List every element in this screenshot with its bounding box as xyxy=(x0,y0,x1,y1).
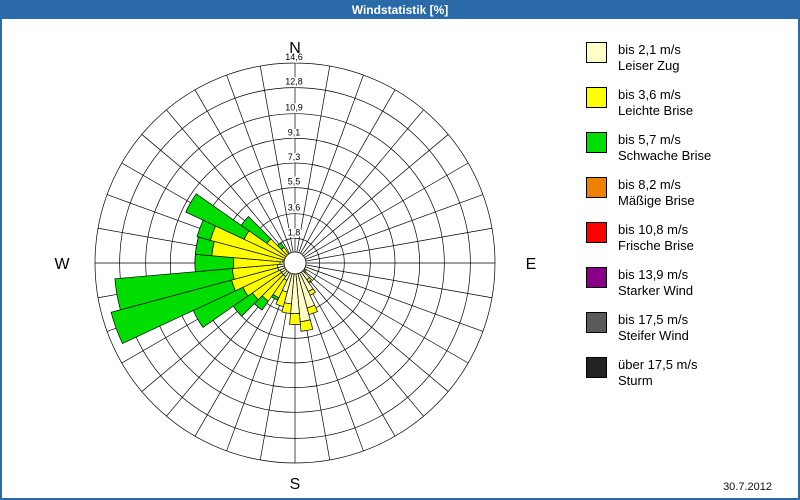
ring-value-label: 3,6 xyxy=(288,203,301,213)
legend-name: Schwache Brise xyxy=(618,148,712,163)
grid-spoke xyxy=(294,109,424,264)
legend-item-leiser-zug: bis 2,1 m/s Leiser Zug xyxy=(586,42,711,74)
grid-spoke xyxy=(294,134,449,264)
window-title: Windstatistik [%] xyxy=(2,2,798,19)
wind-petal xyxy=(277,242,285,250)
legend-swatch-starker-wind xyxy=(586,267,607,288)
legend-label: über 17,5 m/s Sturm xyxy=(618,357,698,389)
legend-name: Steifer Wind xyxy=(618,328,689,343)
ring-value-label: 10,9 xyxy=(285,103,303,113)
legend-speed: bis 13,9 m/s xyxy=(618,267,689,282)
ring-value-label: 7,3 xyxy=(288,152,301,162)
wind-petal xyxy=(110,279,236,344)
wind-petal xyxy=(275,289,288,308)
ring-value-label: 9,1 xyxy=(288,127,301,137)
legend-swatch-maessige-brise xyxy=(586,177,607,198)
grid-spoke xyxy=(294,262,449,392)
legend-name: Starker Wind xyxy=(618,283,694,298)
wind-petal xyxy=(289,313,301,325)
legend-item-maessige-brise: bis 8,2 m/s Mäßige Brise xyxy=(586,177,711,209)
legend-name: Sturm xyxy=(618,373,653,388)
legend-name: Mäßige Brise xyxy=(618,193,695,208)
legend-item-steifer-wind: bis 17,5 m/s Steifer Wind xyxy=(586,312,711,344)
grid-spoke xyxy=(294,74,364,264)
legend-name: Leichte Brise xyxy=(618,103,694,118)
legend-swatch-sturm xyxy=(586,357,607,378)
grid-spoke xyxy=(259,65,296,264)
legend-swatch-frische-brise xyxy=(586,222,607,243)
legend-label: bis 8,2 m/s Mäßige Brise xyxy=(618,177,695,209)
ring-value-label: 5,5 xyxy=(288,177,301,187)
legend-label: bis 2,1 m/s Leiser Zug xyxy=(618,42,681,74)
legend-swatch-schwache-brise xyxy=(586,132,607,153)
legend-label: bis 13,9 m/s Starker Wind xyxy=(618,267,693,299)
legend-label: bis 17,5 m/s Steifer Wind xyxy=(618,312,689,344)
grid-spoke xyxy=(294,65,331,264)
legend-speed: bis 3,6 m/s xyxy=(618,87,681,102)
legend-label: bis 10,8 m/s Frische Brise xyxy=(618,222,694,254)
compass-label-s: S xyxy=(290,476,301,493)
legend-name: Frische Brise xyxy=(618,238,694,253)
legend-swatch-leichte-brise xyxy=(586,87,607,108)
legend-speed: bis 8,2 m/s xyxy=(618,177,681,192)
grid-spoke xyxy=(294,262,484,332)
grid-spoke xyxy=(294,262,424,417)
date-label: 30.7.2012 xyxy=(723,481,772,493)
grid-spoke xyxy=(294,262,469,364)
legend-item-leichte-brise: bis 3,6 m/s Leichte Brise xyxy=(586,87,711,119)
legend-speed: über 17,5 m/s xyxy=(618,357,698,372)
windrose-chart: 1,8 3,6 5,5 7,3 9,1 10,9 12,8 14,6N E S W xyxy=(54,40,537,493)
grid-spoke xyxy=(294,262,493,299)
legend-swatch-steifer-wind xyxy=(586,312,607,333)
wind-petal xyxy=(185,193,250,240)
ring-value-label: 14,6 xyxy=(285,52,303,62)
legend-item-sturm: über 17,5 m/s Sturm xyxy=(586,357,711,389)
wind-petal xyxy=(240,216,272,244)
ring-value-label: 1,8 xyxy=(288,227,301,237)
compass-label-e: E xyxy=(526,256,537,273)
legend-item-schwache-brise: bis 5,7 m/s Schwache Brise xyxy=(586,132,711,164)
compass-label-n: N xyxy=(289,40,301,57)
grid-spoke xyxy=(294,89,396,264)
legend-speed: bis 17,5 m/s xyxy=(618,312,689,327)
legend-label: bis 5,7 m/s Schwache Brise xyxy=(618,132,711,164)
wind-petal xyxy=(281,302,292,314)
grid-spoke xyxy=(294,194,484,264)
grid-spoke xyxy=(226,74,296,264)
grid-spoke xyxy=(166,109,296,264)
legend-label: bis 3,6 m/s Leichte Brise xyxy=(618,87,693,119)
wind-petal xyxy=(299,319,314,332)
legend-item-frische-brise: bis 10,8 m/s Frische Brise xyxy=(586,222,711,254)
legend: bis 2,1 m/s Leiser Zug bis 3,6 m/s Leich… xyxy=(586,42,711,389)
legend-swatch-leiser-zug xyxy=(586,42,607,63)
compass-label-w: W xyxy=(54,256,70,273)
legend-name: Leiser Zug xyxy=(618,58,680,73)
grid-spoke xyxy=(294,227,493,264)
legend-item-starker-wind: bis 13,9 m/s Starker Wind xyxy=(586,267,711,299)
legend-speed: bis 10,8 m/s xyxy=(618,222,689,237)
legend-speed: bis 2,1 m/s xyxy=(618,42,681,57)
wind-petal xyxy=(114,268,235,311)
ring-value-label: 12,8 xyxy=(285,77,303,87)
center-disk xyxy=(283,251,307,275)
grid-spoke xyxy=(194,89,296,264)
legend-speed: bis 5,7 m/s xyxy=(618,132,681,147)
grid-spoke xyxy=(294,162,469,264)
